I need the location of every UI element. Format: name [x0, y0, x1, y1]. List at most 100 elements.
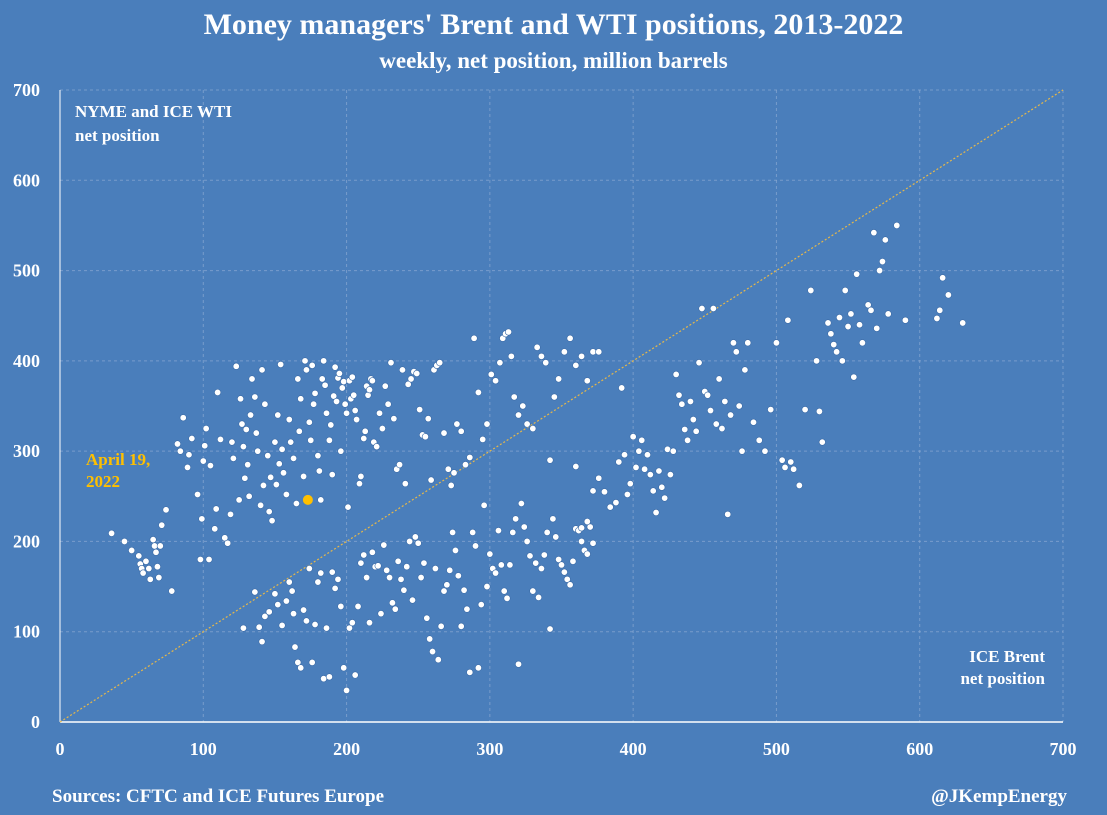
- data-point: [317, 496, 325, 504]
- data-point: [787, 458, 795, 466]
- data-point: [658, 483, 666, 491]
- data-point: [830, 341, 838, 349]
- data-point: [721, 397, 729, 405]
- data-point: [238, 420, 246, 428]
- data-point: [278, 445, 286, 453]
- data-point: [472, 542, 480, 550]
- data-point: [672, 370, 680, 378]
- data-point: [790, 465, 798, 473]
- data-point: [387, 359, 395, 367]
- data-point: [833, 348, 841, 356]
- data-point: [709, 304, 717, 312]
- data-point: [549, 515, 557, 523]
- data-point: [294, 658, 302, 666]
- data-point: [414, 539, 422, 547]
- data-point: [237, 395, 245, 403]
- data-point: [368, 377, 376, 385]
- data-point: [606, 503, 614, 511]
- data-point: [325, 673, 333, 681]
- data-point: [529, 587, 537, 595]
- data-point: [540, 551, 548, 559]
- data-point: [841, 286, 849, 294]
- data-point: [351, 671, 359, 679]
- data-point: [363, 574, 371, 582]
- data-point: [241, 474, 249, 482]
- data-point: [480, 501, 488, 509]
- y-tick-label: 400: [13, 351, 40, 371]
- data-point: [128, 546, 136, 554]
- data-point: [271, 438, 279, 446]
- data-point: [652, 509, 660, 517]
- data-point: [661, 494, 669, 502]
- data-point: [509, 528, 517, 536]
- highlight-point: [302, 494, 313, 505]
- data-point: [251, 393, 259, 401]
- data-point: [457, 622, 465, 630]
- x-tick-label: 300: [476, 739, 503, 759]
- data-point: [194, 490, 202, 498]
- data-point: [331, 584, 339, 592]
- data-point: [196, 555, 204, 563]
- data-point: [315, 467, 323, 475]
- data-point: [555, 375, 563, 383]
- data-point: [767, 406, 775, 414]
- data-point: [373, 443, 381, 451]
- data-point: [566, 581, 574, 589]
- data-point: [583, 377, 591, 385]
- data-point: [615, 458, 623, 466]
- data-point: [277, 360, 285, 368]
- data-point: [901, 316, 909, 324]
- data-point: [390, 415, 398, 423]
- data-point: [244, 461, 252, 469]
- highlight-annotation: April 19, 2022: [86, 450, 151, 491]
- data-point: [212, 505, 220, 513]
- data-point: [383, 566, 391, 574]
- data-point: [557, 561, 565, 569]
- data-point: [715, 375, 723, 383]
- data-point: [251, 588, 259, 596]
- data-point: [158, 521, 166, 529]
- data-point: [300, 472, 308, 480]
- data-point: [308, 361, 316, 369]
- data-point: [403, 563, 411, 571]
- data-point: [333, 397, 341, 405]
- data-point: [483, 420, 491, 428]
- data-point: [429, 648, 437, 656]
- data-point: [360, 551, 368, 559]
- data-point: [384, 400, 392, 408]
- data-point: [692, 427, 700, 435]
- x-tick-label: 500: [763, 739, 790, 759]
- data-point: [374, 562, 382, 570]
- data-point: [681, 425, 689, 433]
- data-point: [844, 323, 852, 331]
- data-point: [357, 559, 365, 567]
- data-point: [320, 675, 328, 683]
- highlight-group: [302, 494, 313, 505]
- data-point: [936, 306, 944, 314]
- data-point: [198, 515, 206, 523]
- data-point: [612, 499, 620, 507]
- data-point: [815, 407, 823, 415]
- data-point: [142, 557, 150, 565]
- data-point: [108, 529, 116, 537]
- data-point: [338, 384, 346, 392]
- data-point: [543, 528, 551, 536]
- data-point: [552, 533, 560, 541]
- data-point: [317, 569, 325, 577]
- data-point: [199, 457, 207, 465]
- data-point: [450, 469, 458, 477]
- data-point: [311, 620, 319, 628]
- y-tick-label: 0: [31, 712, 40, 732]
- data-point: [314, 578, 322, 586]
- data-point: [248, 375, 256, 383]
- data-point: [396, 461, 404, 469]
- data-point: [623, 490, 631, 498]
- data-point: [426, 635, 434, 643]
- data-point: [586, 523, 594, 531]
- data-point: [461, 461, 469, 469]
- data-point: [566, 334, 574, 342]
- data-point: [835, 314, 843, 322]
- data-point: [959, 319, 967, 327]
- data-point: [492, 569, 500, 577]
- data-point: [331, 363, 339, 371]
